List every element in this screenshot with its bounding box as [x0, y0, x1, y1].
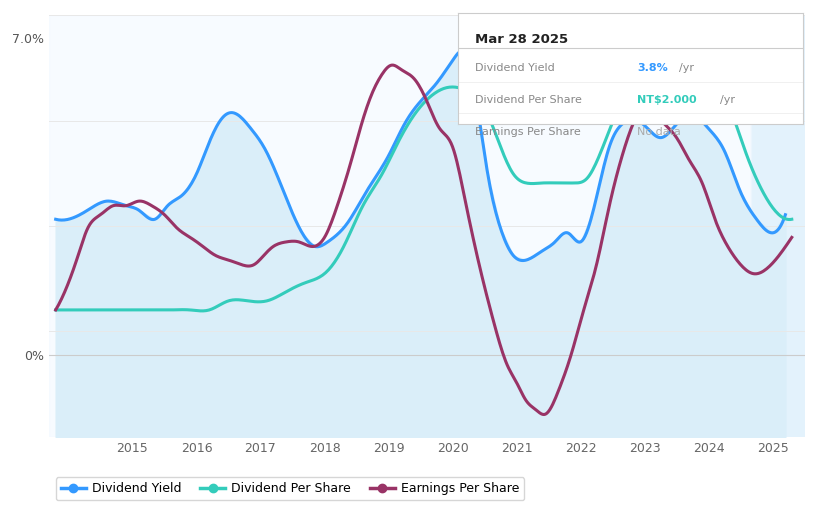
Text: No data: No data [637, 126, 681, 137]
Text: NT$2.000: NT$2.000 [637, 96, 697, 105]
Text: Mar 28 2025: Mar 28 2025 [475, 33, 568, 46]
Bar [751, 15, 805, 437]
Text: Past: Past [755, 37, 782, 49]
Legend: Dividend Yield, Dividend Per Share, Earnings Per Share: Dividend Yield, Dividend Per Share, Earn… [56, 477, 525, 500]
Text: Dividend Yield: Dividend Yield [475, 63, 555, 73]
Text: Earnings Per Share: Earnings Per Share [475, 126, 581, 137]
Text: 3.8%: 3.8% [637, 63, 668, 73]
Text: Dividend Per Share: Dividend Per Share [475, 96, 582, 105]
Text: /yr: /yr [679, 63, 694, 73]
Text: /yr: /yr [720, 96, 735, 105]
